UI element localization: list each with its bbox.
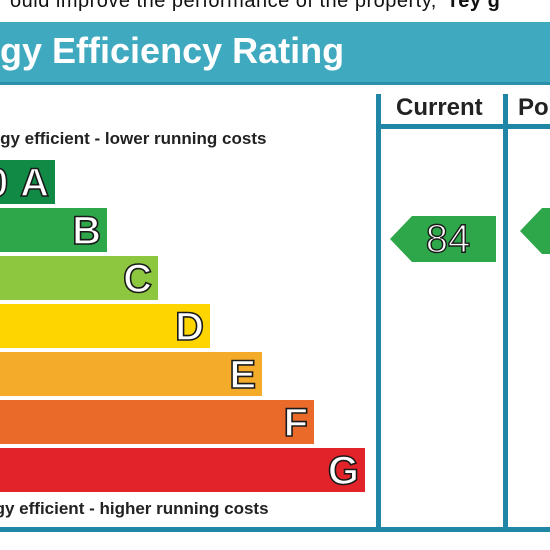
band-c-letter: C (123, 256, 152, 300)
band-g-letter: G (328, 448, 359, 492)
band-e: E (0, 352, 262, 396)
scale-top-note: ergy efficient - lower running costs (0, 129, 266, 149)
potential-column-header: Po (518, 94, 549, 122)
potential-rating-arrow (520, 208, 550, 254)
band-d-letter: D (175, 304, 204, 348)
band-b: B (0, 208, 107, 252)
current-rating-arrow: 84 (390, 216, 496, 262)
band-f: F (0, 400, 314, 444)
band-a-score-fragment: 0 (0, 160, 8, 204)
title-bar: Energy Efficiency Rating (0, 22, 550, 85)
band-d: D (0, 304, 210, 348)
band-g: G (0, 448, 365, 492)
scale-bottom-note: rgy efficient - higher running costs (0, 499, 269, 519)
potential-arrow-shape (520, 208, 550, 254)
frame-bottom (0, 527, 550, 532)
band-a-letter: A (20, 160, 49, 204)
band-c: C (0, 256, 158, 300)
page-title: Energy Efficiency Rating (0, 30, 344, 72)
frame-left-current (376, 94, 381, 530)
band-e-letter: E (229, 352, 256, 396)
current-column-header: Current (396, 94, 483, 122)
current-rating-value: 84 (390, 216, 496, 262)
band-a: 0 A (0, 160, 55, 204)
band-f-letter: F (284, 400, 308, 444)
top-caption-right: rey g (450, 0, 500, 13)
band-b-letter: B (72, 208, 101, 252)
top-caption-left: ould improve the performance of the prop… (10, 0, 437, 13)
frame-left-potential (503, 94, 508, 530)
frame-header-divider (376, 124, 550, 129)
